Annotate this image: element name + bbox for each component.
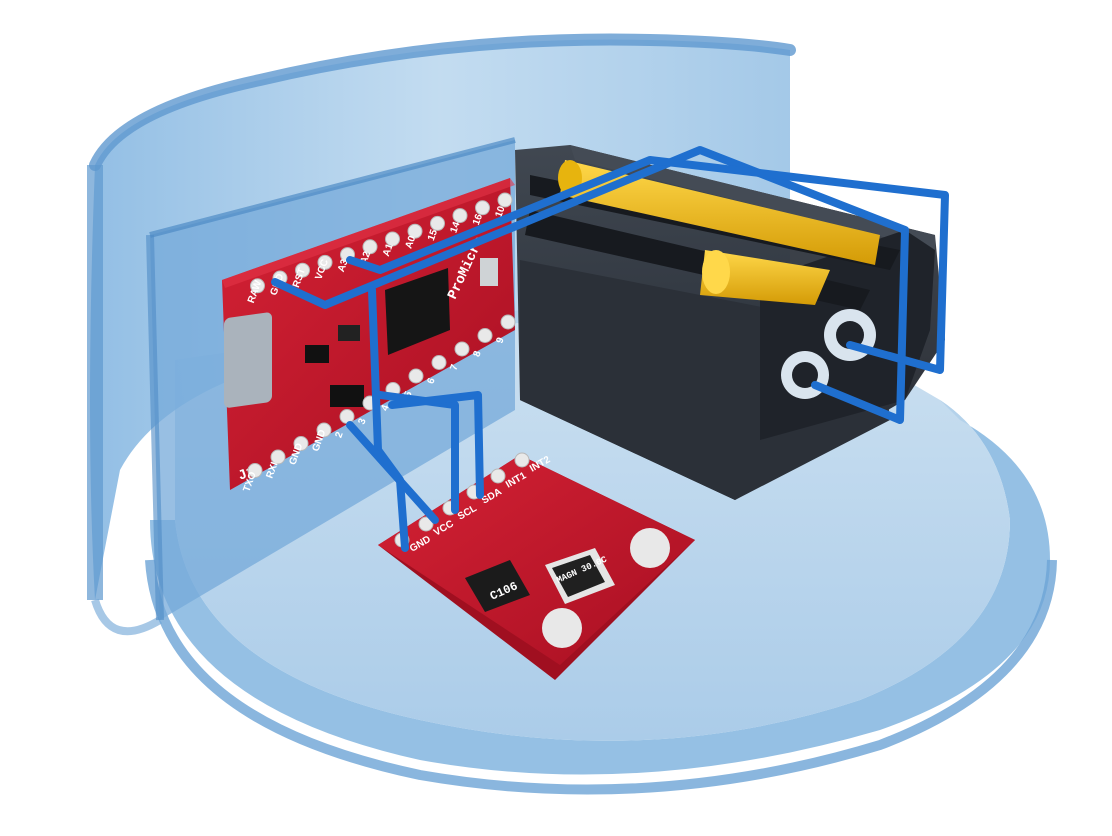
pro-micro-top-pin-pad	[317, 254, 333, 270]
pro-micro-bottom-pin-label: 6	[425, 376, 437, 385]
pro-micro-bottom-pin-label: RXI	[264, 460, 280, 480]
pro-micro-top-pin-pad	[475, 200, 490, 216]
pro-micro-bottom-pin-pad	[454, 341, 470, 357]
pro-micro-bottom-pin-pad	[293, 436, 309, 451]
sensor-pin-pad	[418, 516, 434, 532]
pro-micro-bottom-pin-pad	[477, 328, 493, 343]
pro-micro-bottom-pin-pad	[408, 368, 424, 384]
pro-micro-top-pin-pad	[452, 208, 468, 224]
pro-micro-top-pin-pad	[295, 262, 310, 278]
pro-micro-bottom-pin-label: 7	[448, 363, 460, 372]
pro-micro-top-pin-pad	[385, 231, 400, 247]
pro-micro-top-pin-label: 16	[471, 212, 485, 227]
pro-micro-bottom-pin-pad	[339, 409, 355, 424]
pro-micro-bottom-pin-pad	[270, 449, 286, 465]
pro-micro-top-pin-pad	[250, 278, 265, 294]
pro-micro-bottom-pin-label: 9	[494, 336, 506, 345]
pro-micro-bottom-pin-pad	[431, 355, 447, 370]
pro-micro-top-pin-label: A1	[381, 242, 396, 258]
pro-micro-bottom-pin-label: 8	[471, 349, 483, 358]
pro-micro-top-pin-pad	[407, 223, 423, 239]
pro-micro-top-pin-label: 15	[426, 228, 440, 243]
wire-sda-sensor	[388, 391, 484, 499]
sensor-pin-pad	[514, 452, 530, 468]
pro-micro-top-pin-label: A0	[403, 234, 418, 250]
wire-gnd-battery	[346, 156, 949, 374]
sensor-pin-pad	[490, 468, 506, 484]
pro-micro-bottom-pin-label: 3	[356, 417, 368, 426]
pro-micro-top-pin-pad	[497, 192, 513, 208]
pro-micro-bottom-pin-pad	[500, 314, 516, 330]
pro-micro-bottom-pin-label: 4	[379, 403, 391, 412]
pro-micro-bottom-pin-pad	[247, 463, 263, 478]
wires	[271, 146, 949, 552]
pro-micro-top-pin-pad	[362, 239, 378, 255]
pro-micro-bottom-pin-label: 5	[402, 390, 414, 399]
wire-gnd-sensor	[346, 421, 439, 524]
pro-micro-bottom-pin-label: 2	[333, 430, 345, 439]
pro-micro-top-pin-label: 14	[448, 220, 462, 235]
battery-lower	[700, 250, 830, 305]
wire-scl-sensor	[376, 391, 459, 514]
wire-raw-battery	[271, 146, 909, 424]
pro-micro-bottom-pin-pad	[316, 422, 332, 438]
pro-micro-top-pin-pad	[430, 215, 445, 231]
